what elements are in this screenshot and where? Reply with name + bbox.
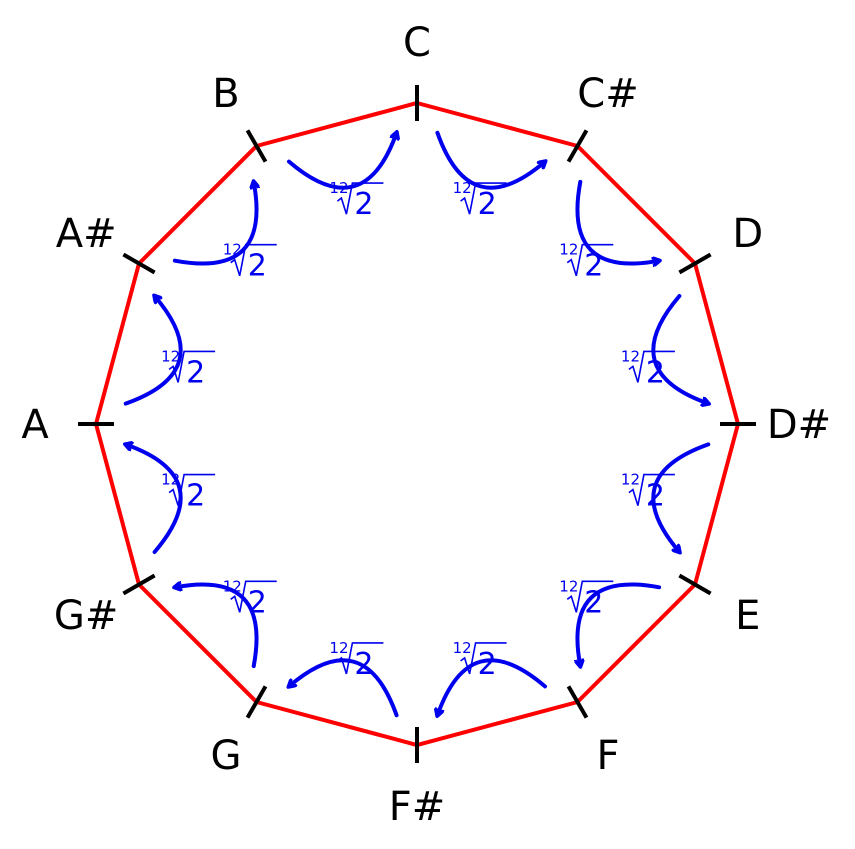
note-label-g: G	[211, 733, 242, 779]
root-index: 12	[329, 639, 348, 657]
tick-g-sharp	[122, 573, 156, 596]
radicand: 2	[646, 355, 665, 390]
root-index: 12	[453, 179, 472, 197]
tick-e	[678, 573, 712, 596]
step-label: 12 2	[329, 639, 384, 682]
step-arrow-d-to-d-sharp	[651, 294, 708, 404]
step-arrow-d-sharp-to-e	[651, 442, 711, 552]
step-label: 12 2	[621, 471, 675, 514]
radicand: 2	[584, 585, 603, 620]
radical-sign	[168, 473, 216, 506]
root-index: 12	[223, 241, 242, 259]
note-label-d: D	[732, 211, 763, 257]
radical-sign	[230, 580, 277, 613]
note-label-f-sharp: F#	[389, 784, 446, 830]
step-labels: 12 2 12 2 12 2 12 2 12 2 12 2 12 2 12 2 12 2 12 2 12 2 12 2	[161, 179, 675, 682]
step-arrow-f-to-f-sharp	[437, 658, 547, 715]
step-arrow-g-to-g-sharp	[175, 584, 259, 669]
step-arrow-f-sharp-to-g	[289, 658, 399, 718]
step-arrow-a-sharp-to-b	[172, 182, 257, 266]
tick-f	[566, 685, 589, 719]
step-arrow-c-sharp-to-d	[575, 179, 659, 264]
radical-sign	[336, 642, 384, 675]
step-arrow-g-sharp-to-a	[126, 444, 183, 554]
radicand: 2	[354, 647, 373, 682]
radical-sign	[168, 350, 216, 383]
radicand: 2	[584, 249, 603, 284]
dodecagon-outline	[93, 100, 741, 748]
step-label: 12 2	[453, 639, 507, 682]
step-arrow-a-to-a-sharp	[123, 296, 183, 406]
step-label: 12 2	[453, 179, 507, 222]
root-index: 12	[161, 471, 180, 489]
radical-sign	[566, 580, 614, 613]
tick-marks	[78, 85, 756, 763]
root-index: 12	[329, 179, 348, 197]
tick-a-sharp	[122, 252, 156, 275]
radical-sign	[460, 182, 507, 215]
note-label-b: B	[212, 71, 239, 117]
note-label-a: A	[21, 402, 49, 448]
tick-d	[678, 252, 712, 275]
root-index: 12	[223, 577, 242, 595]
radical-sign	[628, 473, 675, 506]
note-label-f: F	[596, 733, 619, 779]
radicand: 2	[646, 479, 665, 514]
step-label: 12 2	[161, 471, 216, 514]
step-label: 12 2	[559, 241, 614, 284]
note-label-g-sharp: G#	[54, 593, 119, 639]
tick-c-sharp	[566, 129, 589, 163]
radicand: 2	[248, 249, 267, 284]
radical-sign	[336, 182, 384, 215]
step-label: 12 2	[329, 179, 384, 222]
tick-g	[245, 685, 268, 719]
root-index: 12	[621, 347, 640, 365]
radicand: 2	[186, 479, 205, 514]
step-label: 12 2	[223, 577, 277, 620]
step-arrow-e-to-f	[577, 582, 662, 666]
root-index: 12	[559, 577, 578, 595]
note-label-e: E	[735, 593, 760, 639]
radicand: 2	[354, 187, 373, 222]
step-label: 12 2	[559, 577, 614, 620]
root-index: 12	[453, 639, 472, 657]
root-index: 12	[161, 347, 180, 365]
step-label: 12 2	[621, 347, 675, 390]
radicand: 2	[186, 355, 205, 390]
radical-sign	[230, 243, 277, 276]
note-label-c-sharp: C#	[577, 71, 638, 117]
radical-sign	[566, 243, 614, 276]
note-labels: C C# D D# E F F# G G# A A# B	[21, 20, 831, 830]
step-arrow-b-to-c	[287, 133, 397, 190]
radical-sign	[628, 350, 675, 383]
note-label-d-sharp: D#	[767, 402, 831, 448]
root-index: 12	[621, 471, 640, 489]
note-label-a-sharp: A#	[56, 211, 117, 257]
step-arrow-c-to-c-sharp	[435, 130, 545, 190]
step-label: 12 2	[161, 347, 216, 390]
radicand: 2	[478, 187, 497, 222]
root-index: 12	[559, 241, 578, 259]
radical-sign	[460, 642, 507, 675]
step-label: 12 2	[223, 241, 277, 284]
step-arrows	[126, 133, 709, 716]
tick-b	[245, 129, 268, 163]
note-label-c: C	[403, 20, 431, 66]
radicand: 2	[478, 647, 497, 682]
radicand: 2	[248, 585, 267, 620]
